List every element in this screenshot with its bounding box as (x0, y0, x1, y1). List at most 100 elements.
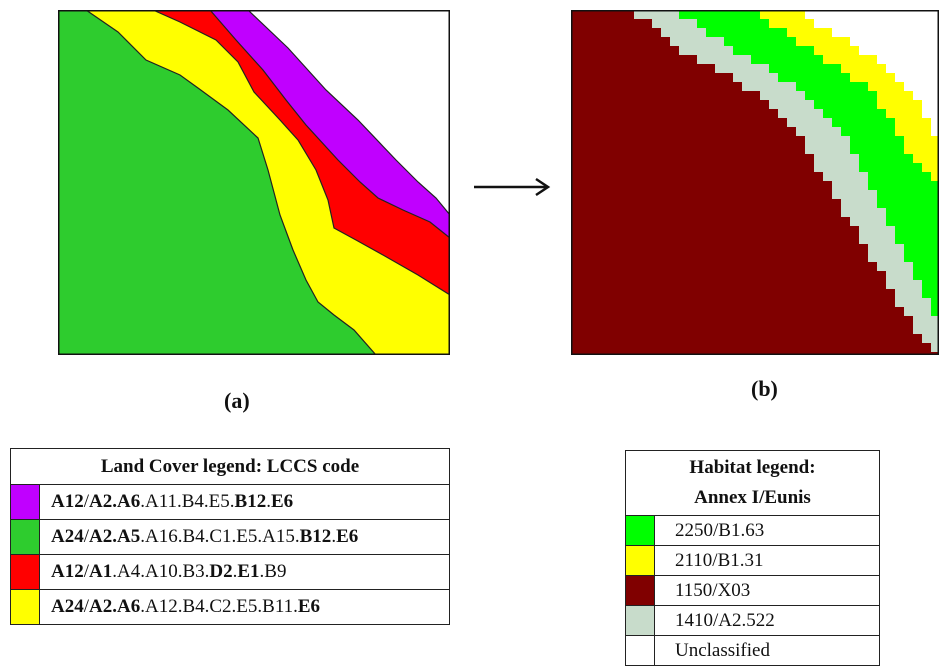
raster-cell (814, 163, 859, 172)
raster-cell (571, 199, 841, 208)
raster-cell (796, 37, 850, 46)
raster-cell (571, 181, 832, 190)
raster-cell (877, 199, 939, 208)
raster-cell (841, 127, 895, 136)
legend-row: 2110/B1.31 (625, 545, 880, 576)
habitat-raster (571, 10, 939, 355)
raster-cell (922, 163, 939, 172)
land-cover-legend: Land Cover legend: LCCS code A12/A2.A6.A… (10, 448, 450, 625)
legend-row: 1410/A2.522 (625, 605, 880, 636)
raster-cell (571, 190, 832, 199)
raster-cell (796, 82, 868, 91)
code-segment: A2.A5 (89, 526, 141, 547)
legend-swatch (10, 554, 40, 590)
raster-cell (904, 145, 939, 154)
raster-cell (571, 343, 931, 352)
raster-cell (805, 145, 850, 154)
raster-cell (571, 271, 886, 280)
raster-cell (571, 307, 904, 316)
code-segment: B12 (234, 491, 267, 512)
raster-cell (841, 208, 886, 217)
legend-swatch (625, 515, 655, 546)
raster-cell (904, 136, 939, 145)
raster-cell (859, 163, 922, 172)
raster-cell (841, 64, 886, 73)
raster-cell (706, 28, 787, 37)
legend-code: 1410/A2.522 (654, 605, 880, 636)
raster-cell (886, 208, 939, 217)
raster-cell (679, 10, 760, 19)
raster-cell (769, 64, 841, 73)
raster-cell (823, 55, 877, 64)
raster-cell (886, 217, 939, 226)
legend-row: 2250/B1.63 (625, 515, 880, 546)
raster-cell (877, 91, 913, 100)
red-polygon (153, 10, 450, 295)
raster-cell (571, 10, 634, 19)
raster-cell (778, 109, 823, 118)
code-segment: E6 (270, 491, 294, 512)
raster-cell (697, 55, 751, 64)
raster-cell (877, 100, 922, 109)
raster-cell (850, 145, 904, 154)
raster-cell (922, 280, 939, 289)
raster-cell (859, 235, 895, 244)
raster-cell (832, 190, 877, 199)
raster-cell (868, 172, 931, 181)
raster-cell (571, 145, 805, 154)
raster-cell (877, 190, 939, 199)
raster-cell (652, 19, 697, 28)
map-frame (571, 10, 939, 355)
legend-row: A24/A2.A5.A16.B4.C1.E5.A15.B12.E6 (10, 519, 450, 555)
raster-cell (823, 109, 886, 118)
raster-cell (895, 289, 922, 298)
code-segment: .A11.B4.E5. (140, 491, 235, 512)
raster-cell (913, 316, 939, 325)
habitat-legend: Habitat legend: Annex I/Eunis 2250/B1.63… (625, 450, 880, 666)
raster-cell (913, 262, 939, 271)
raster-cell (814, 154, 859, 163)
raster-cell (571, 64, 715, 73)
raster-cell (571, 19, 652, 28)
raster-cell (634, 10, 679, 19)
raster-cell (571, 334, 922, 343)
raster-cell (571, 253, 868, 262)
legend-row: A12/A2.A6.A11.B4.E5.B12.E6 (10, 484, 450, 520)
code-segment: A1 (89, 561, 113, 582)
raster-cell (571, 109, 778, 118)
raster-cell (904, 307, 931, 316)
raster-cell (913, 325, 939, 334)
raster-cell (886, 271, 913, 280)
raster-cell (922, 289, 939, 298)
raster-cell (571, 127, 796, 136)
legend-code: 2250/B1.63 (654, 515, 880, 546)
raster-cell (571, 136, 805, 145)
legend-code: Unclassified (654, 635, 880, 666)
raster-cell (796, 127, 841, 136)
raster-cell (904, 244, 939, 253)
code-segment: A2.A6 (89, 596, 141, 617)
raster-cell (571, 163, 814, 172)
code-segment: / (83, 561, 90, 582)
raster-cell (931, 307, 939, 316)
raster-cell (724, 37, 796, 46)
raster-cell (868, 82, 904, 91)
raster-cell (886, 109, 922, 118)
purple-polygon (210, 10, 450, 238)
raster-cell (751, 55, 823, 64)
legend-swatch (625, 545, 655, 576)
raster-cell (571, 172, 823, 181)
raster-cell (868, 181, 939, 190)
raster-cell (895, 127, 931, 136)
raster-cell (670, 37, 724, 46)
legend-code: 1150/X03 (654, 575, 880, 606)
code-segment: / (83, 526, 90, 547)
land-cover-legend-title: Land Cover legend: LCCS code (10, 448, 450, 485)
raster-cell (841, 199, 877, 208)
raster-cell (814, 46, 859, 55)
raster-cell (571, 289, 895, 298)
code-segment: / (83, 596, 90, 617)
raster-cell (679, 46, 733, 55)
habitat-legend-title-line1: Habitat legend: (689, 457, 816, 478)
raster-cell (571, 154, 814, 163)
